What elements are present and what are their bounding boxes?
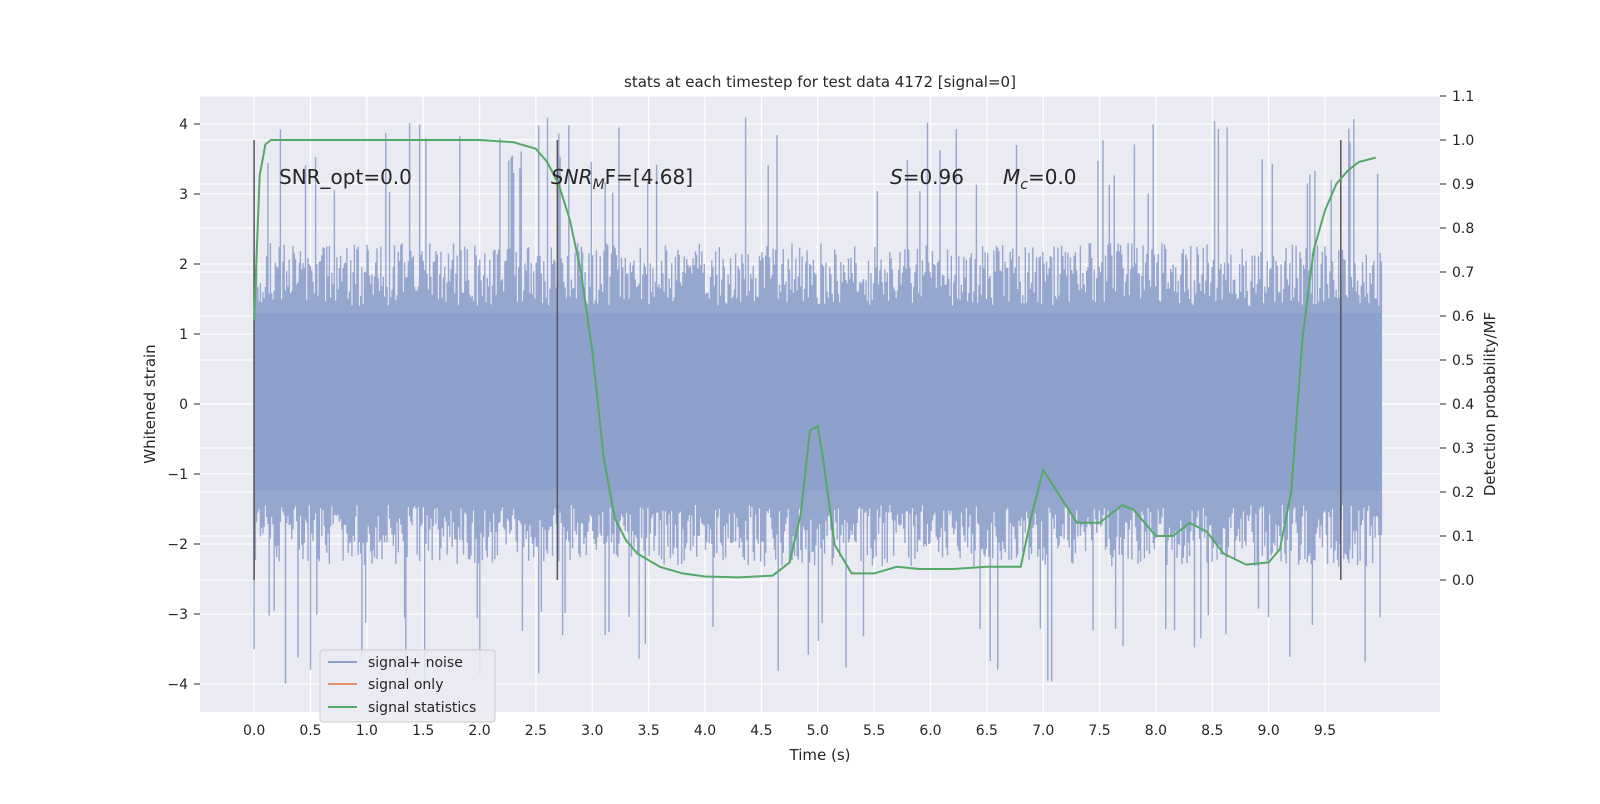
y-tick-label: −4 [167,677,188,693]
annotation-mc-var: M [1003,165,1020,189]
x-tick-label: 8.0 [1145,723,1167,739]
annotation-s-rest: =0.96 [903,165,964,189]
annotation-mc: Mc=0.0 [1003,165,1077,193]
legend-box [319,649,496,723]
y-tick-labels: 4 3 2 1 0 −1 −2 −3 −4 [167,117,200,693]
y-tick-label: −3 [167,607,188,623]
x-tick-label: 7.5 [1088,723,1110,739]
x-tick-label: 6.5 [976,723,998,739]
y2-tick-label: 0.1 [1452,529,1474,545]
y-tick-label: 4 [179,117,188,133]
signal-noise-series [253,117,1383,684]
y2-tick-label: 0.6 [1452,309,1474,325]
x-tick-label: 2.5 [525,723,547,739]
signal-statistics-line [253,139,1376,579]
y2-tick-label: 0.9 [1452,177,1474,193]
x-tick-label: 1.5 [412,723,434,739]
annotation-snr-opt: SNR_opt=0.0 [279,165,412,189]
x-tick-label: 3.0 [581,723,603,739]
x-tick-label: 9.0 [1258,723,1280,739]
chart-title: stats at each timestep for test data 417… [624,73,1016,91]
x-axis-label: Time (s) [789,746,851,764]
x-tick-label: 0.5 [299,723,321,739]
y2-tick-label: 0.4 [1452,397,1474,413]
x-tick-labels: 0.0 0.5 1.0 1.5 2.0 2.5 3.0 3.5 4.0 4.5 5.0 5.5 6.0 6… [243,723,1336,739]
x-tick-label: 5.0 [807,723,829,739]
annotation-mc-rest: =0.0 [1028,165,1077,189]
x-tick-label: 9.5 [1314,723,1336,739]
y2-tick-label: 0.2 [1452,485,1474,501]
x-tick-label: 3.5 [638,723,660,739]
annotation-snr-mf: SNRMF=[4.68] [551,165,693,193]
y2-tick-label: 0.8 [1452,221,1474,237]
annotation-snr-mf-sub: M [593,177,605,193]
x-tick-label: 1.0 [356,723,378,739]
y-axis-label: Whitened strain [141,344,159,463]
legend: signal+ noise signal only signal statist… [319,649,496,723]
x-tick-label: 6.0 [919,723,941,739]
x-tick-label: 4.5 [750,723,772,739]
annotation-s-var: S [890,165,903,189]
x-tick-label: 0.0 [243,723,265,739]
legend-label-signal-noise: signal+ noise [368,655,463,671]
y-tick-label: 3 [179,187,188,203]
y2-tick-labels: 1.1 1.0 0.9 0.8 0.7 0.6 0.5 0.4 0.3 0.2 0.1 0.0 [1440,89,1474,589]
y-tick-label: 2 [179,257,188,273]
x-tick-label: 8.5 [1201,723,1223,739]
vertical-markers [253,140,1342,580]
x-tick-label: 7.0 [1032,723,1054,739]
y2-tick-label: 0.7 [1452,265,1474,281]
y2-axis-label: Detection probability/MF [1481,312,1499,496]
y-tick-label: −1 [167,467,188,483]
y-tick-label: 0 [179,397,188,413]
x-tick-label: 2.0 [468,723,490,739]
annotation-snr-mf-main: SNR [551,165,593,189]
y-tick-label: −2 [167,537,188,553]
annotation-snr-mf-rest: F=[4.68] [605,165,693,189]
y2-tick-label: 1.0 [1452,133,1474,149]
y2-tick-label: 1.1 [1452,89,1474,105]
y2-tick-label: 0.0 [1452,573,1474,589]
legend-label-signal-only: signal only [368,677,443,693]
y2-tick-label: 0.3 [1452,441,1474,457]
annotation-s: S=0.96 [890,165,964,189]
y-tick-label: 1 [179,327,188,343]
legend-label-signal-statistics: signal statistics [368,700,476,716]
x-tick-label: 4.0 [694,723,716,739]
x-tick-label: 5.5 [863,723,885,739]
annotation-mc-sub: c [1020,177,1028,193]
y2-tick-label: 0.5 [1452,353,1474,369]
